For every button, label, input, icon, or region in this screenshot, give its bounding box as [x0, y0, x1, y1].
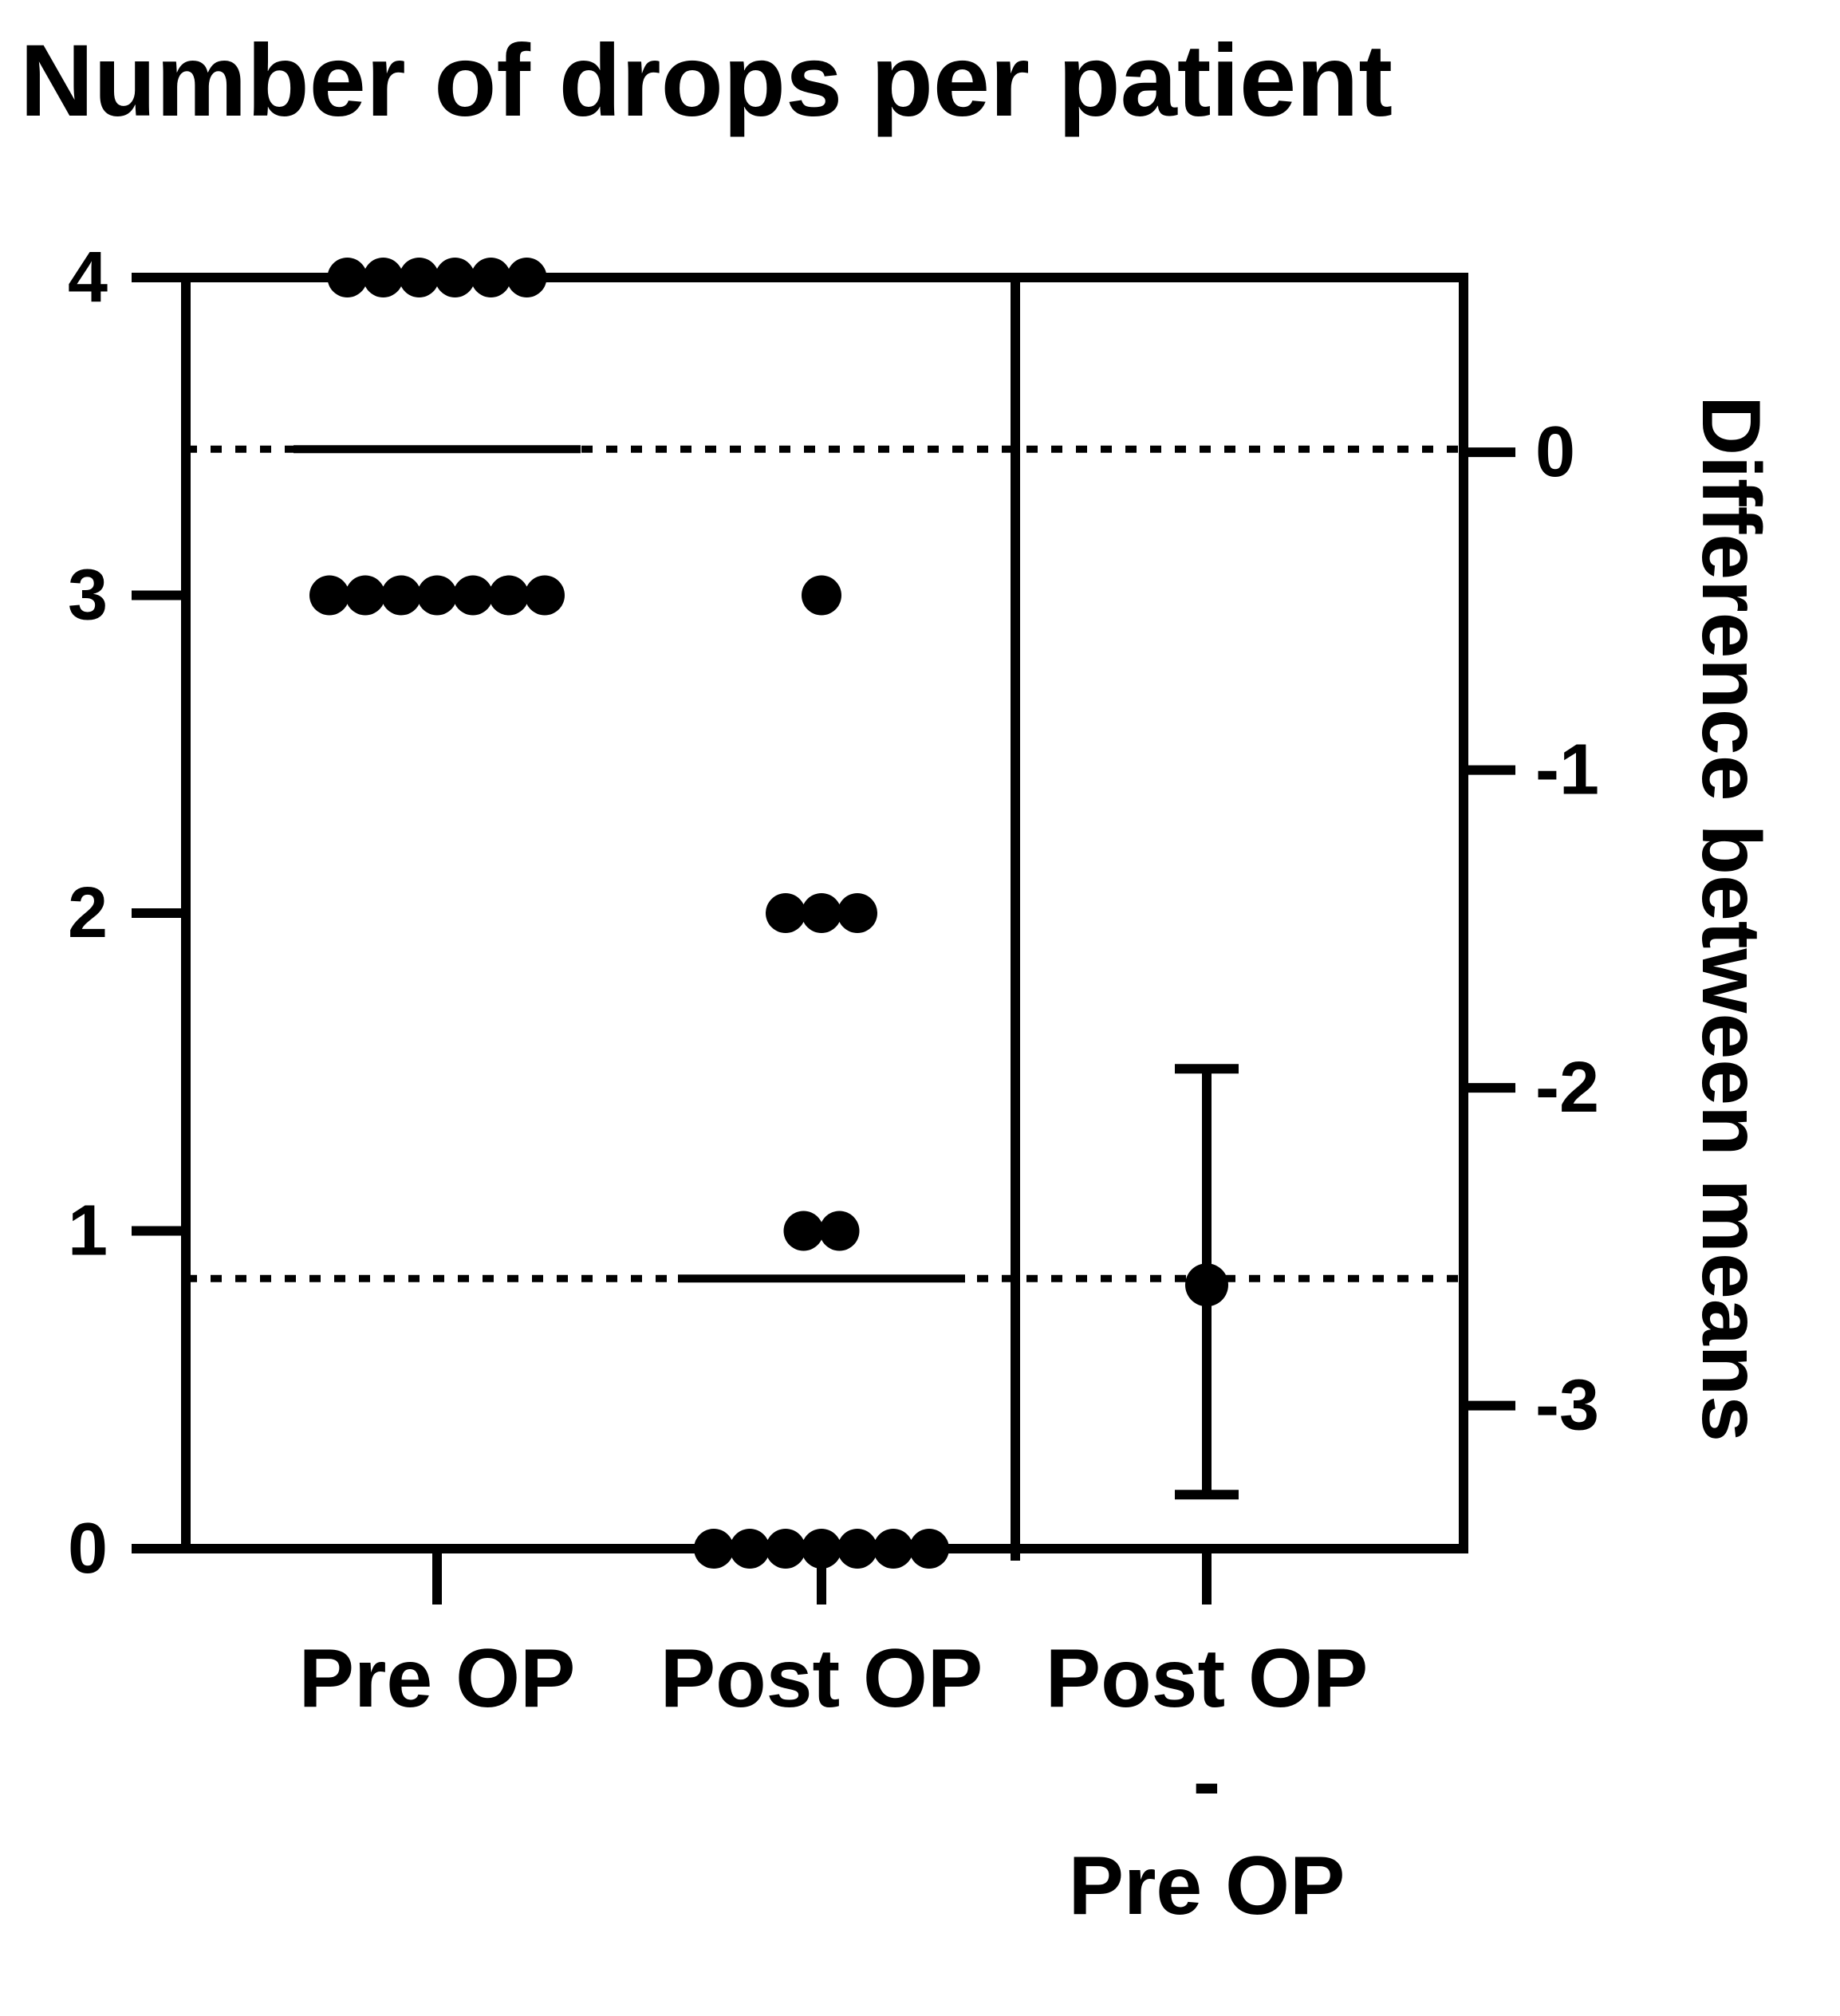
data-point [837, 893, 877, 933]
data-point [766, 893, 806, 933]
left-tick-label: 1 [68, 1191, 108, 1271]
chart-title: Number of drops per patient [20, 24, 1393, 138]
data-point [783, 1211, 824, 1251]
data-point [802, 1529, 841, 1569]
data-point [489, 575, 529, 616]
category-label: Post OP [660, 1632, 983, 1725]
left-tick-label: 4 [68, 238, 108, 317]
left-tick-label: 3 [68, 556, 108, 636]
right-axis-label: Difference between means [1684, 396, 1777, 1442]
data-point [819, 1211, 860, 1251]
data-point [525, 575, 565, 616]
data-point [363, 258, 404, 297]
data-point [345, 575, 385, 616]
data-point [453, 575, 493, 616]
data-point [327, 258, 368, 297]
data-point [399, 258, 439, 297]
data-point [435, 258, 475, 297]
data-point [909, 1529, 949, 1569]
data-point [802, 893, 841, 933]
right-tick-label: -1 [1535, 730, 1599, 810]
category-label: Post OP [1046, 1632, 1369, 1725]
data-point [766, 1529, 806, 1569]
right-tick-label: 0 [1535, 412, 1575, 492]
data-point [309, 575, 349, 616]
difference-estimate-point [1185, 1263, 1228, 1307]
data-point [506, 258, 547, 297]
data-point [381, 575, 421, 616]
category-label: Pre OP [299, 1632, 576, 1725]
left-tick-label: 2 [68, 873, 108, 953]
data-point [471, 258, 511, 297]
category-label: Pre OP [1069, 1840, 1346, 1932]
right-tick-label: -2 [1535, 1048, 1599, 1128]
data-point [873, 1529, 913, 1569]
data-point [802, 575, 841, 616]
data-point [837, 1529, 877, 1569]
data-point [730, 1529, 770, 1569]
left-tick-label: 0 [68, 1509, 108, 1589]
data-point [417, 575, 457, 616]
right-tick-label: -3 [1535, 1366, 1599, 1446]
category-label: - [1193, 1736, 1221, 1829]
data-point [694, 1529, 734, 1569]
